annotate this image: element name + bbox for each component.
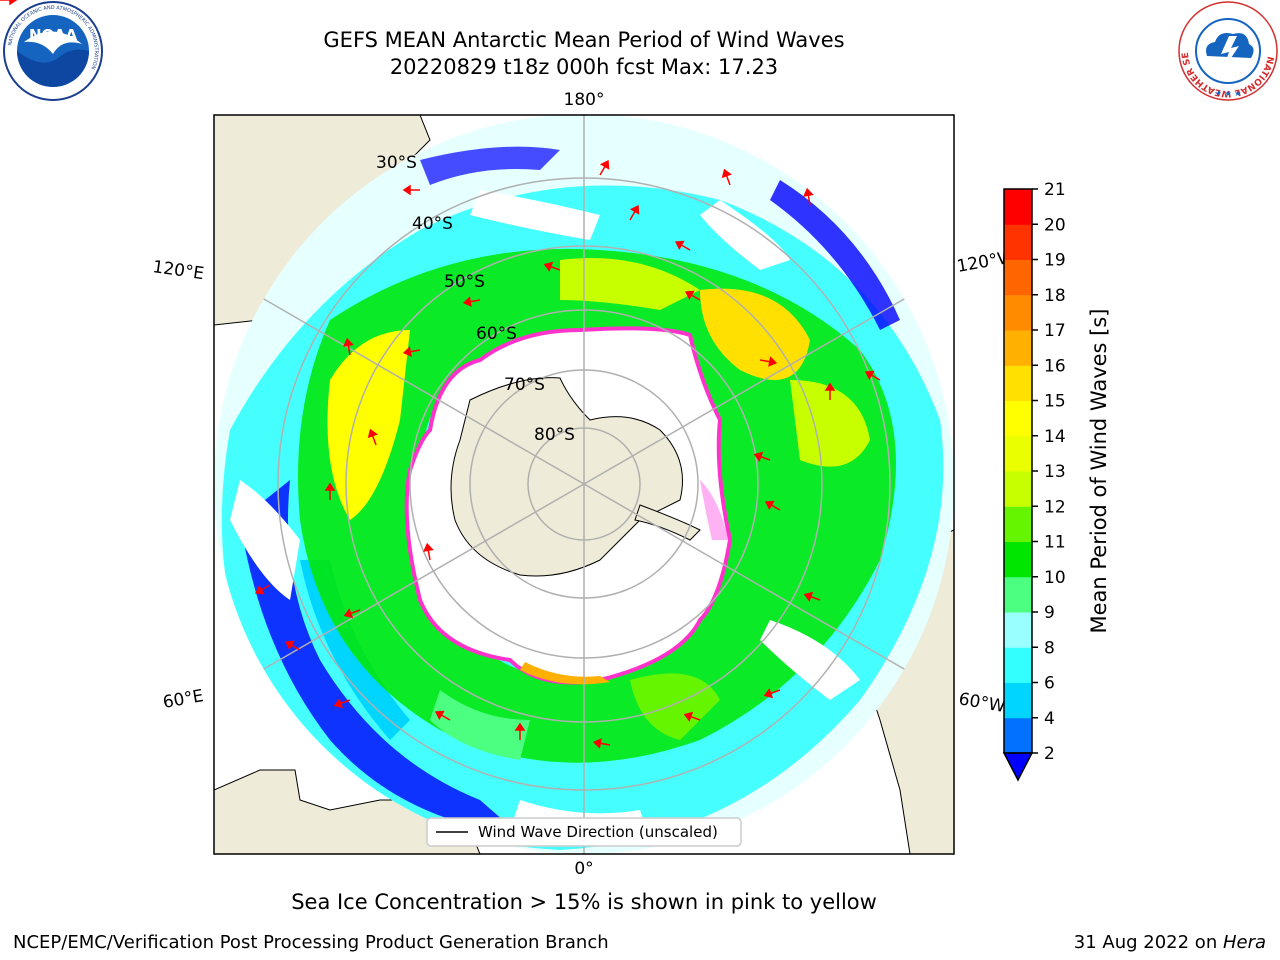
- svg-text:★ ★ ★: ★ ★ ★: [1215, 89, 1242, 98]
- chart-title: GEFS MEAN Antarctic Mean Period of Wind …: [323, 28, 845, 52]
- map-legend: Wind Wave Direction (unscaled): [426, 817, 742, 847]
- colorbar-segment: [1004, 682, 1032, 719]
- colorbar-tick-label: 21: [1044, 180, 1066, 200]
- lat-label-30s: 30°S: [376, 153, 417, 173]
- lon-label-180: 180°: [564, 90, 605, 110]
- chart-subtitle: 20220829 t18z 000h fcst Max: 17.23: [389, 55, 779, 79]
- colorbar-segment: [1004, 717, 1032, 754]
- colorbar-segment: [1004, 400, 1032, 437]
- sea-ice-note: Sea Ice Concentration > 15% is shown in …: [291, 890, 877, 914]
- colorbar-segment: [1004, 435, 1032, 472]
- footer-date: 31 Aug 2022 on Hera: [1074, 932, 1266, 953]
- colorbar-under-triangle: [1002, 752, 1034, 782]
- colorbar-tick-label: 15: [1044, 392, 1066, 412]
- lon-label-0: 0°: [574, 859, 593, 879]
- svg-text:NOAA: NOAA: [29, 26, 78, 44]
- colorbar-tick-label: 18: [1044, 286, 1066, 306]
- nws-logo-icon: NATIONAL WEATHER SERVICE ★ ★ ★: [1177, 0, 1278, 101]
- colorbar-segment: [1004, 259, 1032, 296]
- colorbar-segment: [1004, 471, 1032, 507]
- noaa-logo-icon: NOAA NATIONAL OCEANIC AND ATMOSPHERIC AD…: [3, 1, 103, 101]
- colorbar-tick-label: 13: [1044, 462, 1066, 482]
- colorbar-tick-label: 16: [1044, 356, 1066, 376]
- lat-label-80s: 80°S: [534, 425, 575, 445]
- colorbar-segment: [1004, 541, 1032, 578]
- colorbar-segment: [1004, 294, 1032, 331]
- footer-date-text: 31 Aug 2022 on: [1073, 932, 1223, 953]
- colorbar-segment: [1004, 612, 1032, 648]
- colorbar-tick-label: 9: [1044, 603, 1055, 623]
- colorbar-tick-label: 12: [1044, 497, 1066, 517]
- colorbar-segment: [1004, 365, 1032, 401]
- footer-host: Hera: [1222, 932, 1266, 953]
- colorbar-tick-label: 6: [1044, 674, 1055, 694]
- lat-label-50s: 50°S: [444, 272, 485, 292]
- colorbar-tick-label: 11: [1044, 533, 1066, 553]
- colorbar-tick-label: 17: [1044, 321, 1066, 341]
- colorbar: 2 4 6 8 9 10 11 12 13 14 15 16 17 18 19 20 21 Mean Perio…: [1002, 180, 1111, 782]
- colorbar-segment: [1004, 224, 1032, 260]
- lat-label-60s: 60°S: [476, 324, 517, 344]
- lon-label-60w: 60°W: [957, 689, 1007, 717]
- colorbar-label: Mean Period of Wind Waves [s]: [1087, 309, 1111, 634]
- map-legend-label: Wind Wave Direction (unscaled): [478, 823, 718, 841]
- colorbar-segment: [1004, 330, 1032, 366]
- footer-credit: NCEP/EMC/Verification Post Processing Pr…: [13, 932, 609, 953]
- lon-label-120e: 120°E: [151, 257, 205, 284]
- colorbar-tick-label: 19: [1044, 251, 1066, 271]
- colorbar-segment: [1004, 647, 1032, 683]
- colorbar-tick-label: 14: [1044, 427, 1066, 447]
- lat-label-70s: 70°S: [504, 375, 545, 395]
- colorbar-tick-label: 4: [1044, 709, 1055, 729]
- wind-wave-arrows: [0, 0, 883, 750]
- colorbar-tick-label: 10: [1044, 568, 1066, 588]
- africa-land: [214, 769, 481, 854]
- colorbar-segment: [1004, 576, 1032, 613]
- colorbar-segment: [1004, 189, 1032, 225]
- colorbar-tick-label: 20: [1044, 215, 1066, 235]
- lon-label-60e: 60°E: [161, 686, 205, 713]
- lat-label-40s: 40°S: [412, 214, 453, 234]
- colorbar-tick-label: 8: [1044, 638, 1055, 658]
- colorbar-segment: [1004, 506, 1032, 542]
- colorbar-tick-label: 2: [1044, 744, 1055, 764]
